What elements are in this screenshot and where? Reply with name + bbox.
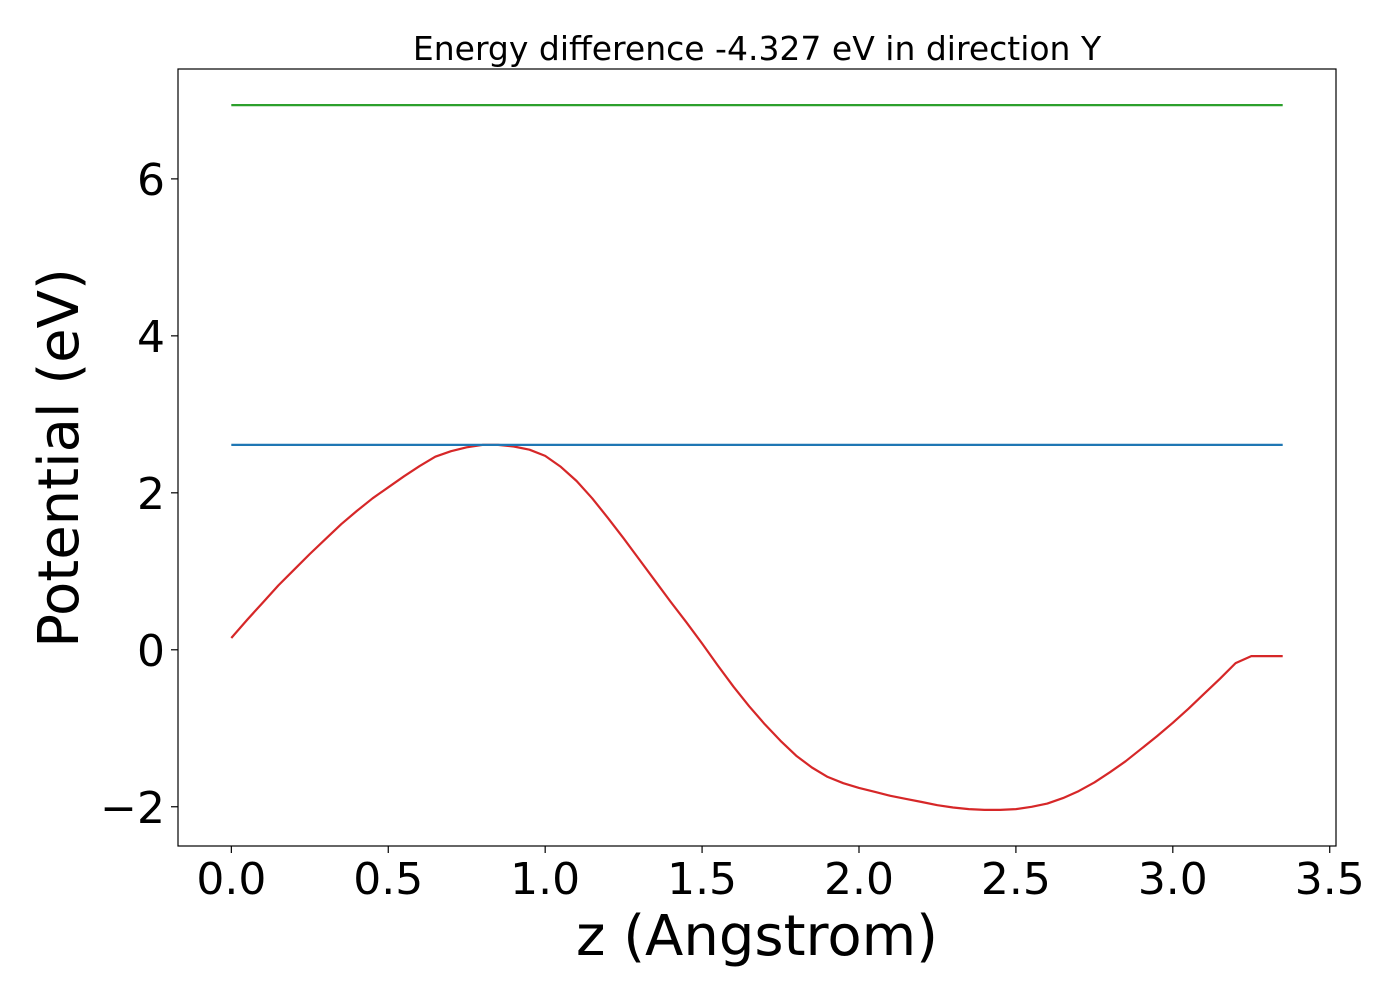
series-line-0 (230, 443, 1283, 812)
series-layer (230, 103, 1283, 812)
y-tick-label: 4 (137, 312, 165, 363)
x-axis-ticks: 0.0 0.5 1.0 1.5 2.0 2.5 3.0 3.5 (196, 846, 1365, 905)
x-tick-label: 0.5 (353, 854, 423, 905)
x-tick-label: 1.0 (510, 854, 580, 905)
x-tick-label: 3.5 (1295, 854, 1365, 905)
y-axis-ticks: −2 0 2 4 6 (100, 155, 178, 834)
y-tick-label: −2 (100, 783, 165, 834)
y-tick-label: 0 (137, 626, 165, 677)
x-tick-label: 2.0 (824, 854, 894, 905)
y-axis-label: Potential (eV) (27, 268, 92, 648)
y-tick-label: 2 (137, 469, 165, 520)
x-tick-label: 3.0 (1138, 854, 1208, 905)
x-tick-label: 1.5 (667, 854, 737, 905)
chart-title: Energy difference -4.327 eV in direction… (413, 29, 1102, 68)
plot-frame (177, 68, 1337, 847)
x-tick-label: 0.0 (196, 854, 266, 905)
x-axis-label: z (Angstrom) (576, 904, 938, 969)
x-tick-label: 2.5 (981, 854, 1051, 905)
y-tick-label: 6 (137, 155, 165, 206)
